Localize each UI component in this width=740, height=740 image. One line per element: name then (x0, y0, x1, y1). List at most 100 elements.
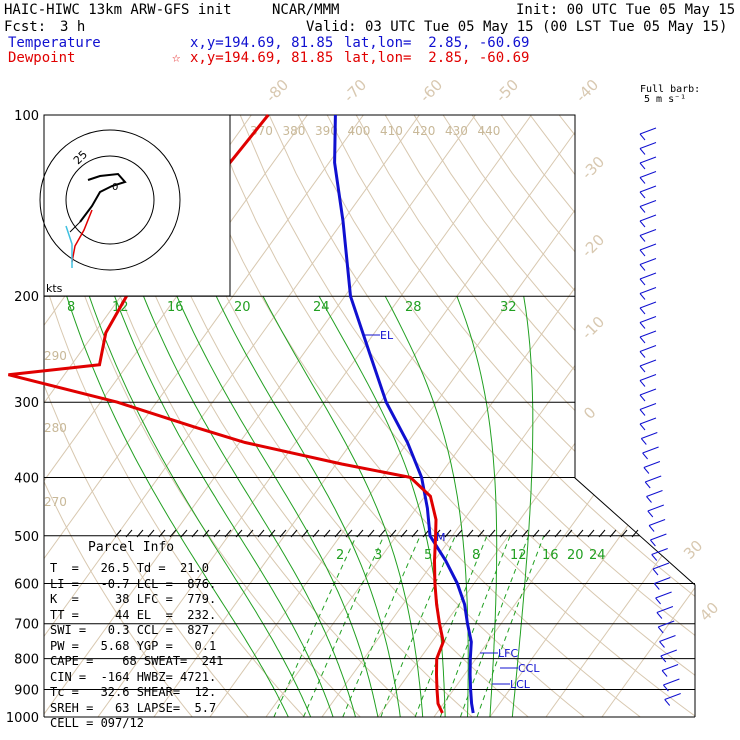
hatch-mark (378, 529, 386, 538)
hatch-mark (279, 529, 287, 538)
hatch-mark (356, 529, 364, 538)
isotherm-line (153, 115, 588, 717)
wind-barb (639, 316, 657, 323)
wind-barb (639, 214, 657, 222)
hatch-mark (323, 529, 331, 538)
wind-barb (639, 417, 657, 425)
hatch-mark (598, 529, 606, 538)
wind-barb (639, 127, 657, 135)
wind-barb (647, 504, 664, 512)
wind-barb (639, 171, 657, 178)
dry-adiabat (210, 115, 695, 717)
isotherm-line (44, 115, 364, 717)
pressure-tick-label: 900 (14, 683, 39, 698)
moist-adiabat (456, 296, 498, 717)
dry-adiabat (413, 115, 695, 717)
pressure-tick-label: 200 (14, 290, 39, 305)
hatch-mark (466, 529, 474, 538)
annotation-label-m: M (436, 531, 446, 544)
wind-barb-flag (639, 293, 646, 300)
hatch-mark (312, 529, 320, 538)
mixing-ratio-line (380, 535, 456, 717)
hatch-mark (213, 529, 221, 538)
theta-label: 430 (445, 124, 468, 138)
wind-barb (639, 359, 657, 367)
parcel-info-row: CELL = 097/12 (50, 716, 144, 730)
hatch-mark (290, 529, 298, 538)
hodograph-ring-outer (39, 129, 181, 271)
wind-barb-flag (659, 641, 665, 648)
wind-barb-flag (639, 235, 646, 242)
hatch-mark (521, 529, 529, 538)
wind-barb (646, 490, 663, 497)
hodograph-units-label: kts (46, 282, 63, 295)
wind-barb-flag (639, 177, 646, 184)
wind-barb (650, 533, 667, 541)
valid-time: Valid: 03 UTC Tue 05 May 15 (00 LST Tue … (306, 19, 728, 35)
wind-barb-flag (653, 583, 660, 590)
dry-adiabat (239, 115, 695, 717)
wind-barb-flag (657, 626, 664, 634)
wind-barb (664, 693, 681, 700)
wind-barb-flag (639, 249, 646, 257)
pressure-tick-label: 800 (14, 653, 39, 668)
pressure-tick-label: 700 (14, 618, 39, 633)
barb-legend-line1: Full barb: (640, 84, 701, 95)
theta-label: 390 (315, 124, 338, 138)
isotherm-label: -60 (416, 76, 446, 106)
hatch-mark (499, 529, 507, 538)
hatch-mark (246, 529, 254, 538)
hatch-mark (587, 529, 595, 538)
hodograph-trace-cyan (65, 225, 73, 268)
dry-adiabat (44, 115, 204, 717)
isotherm-label: -50 (492, 76, 522, 106)
isotherm-label: 40 (696, 599, 722, 625)
wind-barb (661, 664, 679, 671)
isotherm-line (209, 115, 644, 717)
theta-label: 380 (283, 124, 306, 138)
hatch-mark (543, 529, 551, 538)
isotherm-line (44, 115, 308, 717)
isotherm-line (377, 115, 695, 717)
hatch-mark (510, 529, 518, 538)
wind-barb (652, 562, 670, 570)
wind-barb-flag (642, 452, 648, 460)
theta-label: 420 (413, 124, 436, 138)
mixing-ratio-label: 16 (167, 300, 184, 315)
wind-barb-flag (639, 220, 646, 228)
hatch-mark (301, 529, 309, 538)
mixing-ratio-label: 5 (424, 548, 432, 563)
hodograph-trace-mid (69, 221, 81, 233)
mixing-ratio-label: 24 (313, 300, 330, 315)
wind-barb (660, 649, 677, 657)
hatch-mark (334, 529, 342, 538)
dry-adiabat (44, 115, 317, 717)
annotation-label-lcl: LCL (510, 678, 531, 691)
wind-barb (639, 330, 657, 338)
wind-barb-flag (639, 278, 646, 286)
pressure-tick-label: 400 (14, 471, 39, 486)
theta-label: 400 (348, 124, 371, 138)
model-title: HAIC-HIWC 13km ARW-GFS init (4, 2, 232, 18)
dry-adiabat (500, 115, 695, 717)
parcel-info-row: SWI = 0.3 CCL = 827. (50, 623, 217, 637)
wind-barb-flag (652, 568, 659, 576)
mixing-ratio-line (303, 535, 385, 717)
pressure-tick-label: 100 (14, 109, 39, 124)
wind-barb (656, 606, 674, 613)
temperature-latlon: lat,lon= 2.85, -60.69 (344, 35, 530, 51)
hatch-mark (477, 529, 485, 538)
dewpoint-legend: Dewpoint (8, 50, 76, 66)
parcel-info-row: T = 26.5 Td = 21.0 (50, 561, 209, 575)
hatch-mark (620, 529, 628, 538)
temperature-profile (333, 114, 475, 714)
dry-adiabat (297, 115, 695, 717)
wind-barb-flag (651, 554, 658, 561)
pressure-tick-label: 300 (14, 396, 39, 411)
hodograph-center-label: 0 (112, 182, 118, 193)
mixing-ratio-label: 32 (500, 300, 517, 315)
theta-label: 440 (478, 124, 501, 138)
wind-barb (654, 577, 671, 584)
dry-adiabat (529, 115, 695, 717)
wind-barb (639, 156, 657, 164)
